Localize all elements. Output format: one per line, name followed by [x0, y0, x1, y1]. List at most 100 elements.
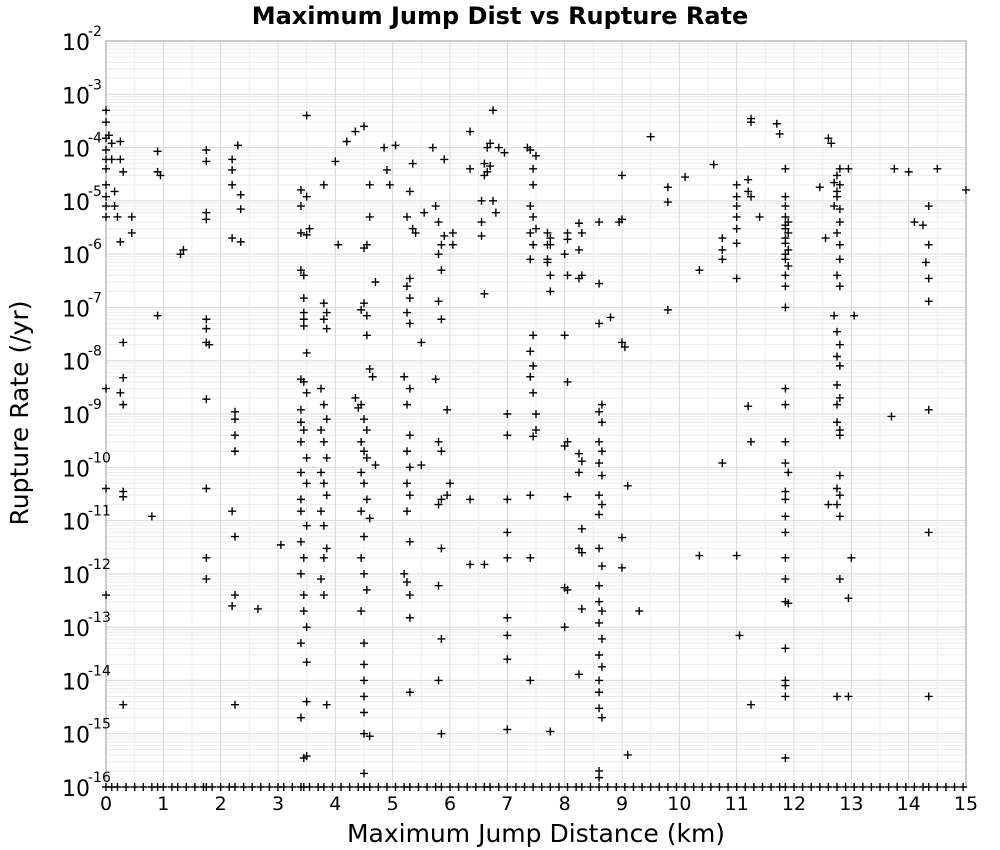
data-point [360, 769, 368, 778]
data-point [543, 255, 552, 264]
data-point [833, 381, 841, 390]
data-point [835, 218, 844, 227]
data-point [529, 331, 538, 340]
data-point [732, 212, 741, 221]
data-point [322, 544, 331, 553]
data-point [159, 783, 168, 791]
y-tick-exponent: -11 [88, 504, 111, 520]
data-point [841, 783, 850, 791]
data-point [405, 294, 414, 303]
data-point [924, 692, 933, 701]
data-point [368, 372, 377, 381]
data-point [747, 192, 755, 201]
data-point [597, 562, 606, 571]
data-point [577, 524, 586, 533]
data-point [595, 581, 604, 590]
data-point [202, 146, 211, 155]
data-point [554, 783, 563, 791]
y-tick-exponent: -13 [88, 610, 111, 626]
data-point [595, 704, 604, 713]
data-point [371, 461, 380, 470]
data-point [357, 468, 366, 477]
data-point [835, 255, 844, 264]
data-point [434, 297, 443, 306]
data-point [532, 410, 540, 418]
data-point [597, 713, 606, 722]
data-point [563, 437, 572, 446]
data-point [732, 202, 741, 211]
data-point [228, 180, 237, 189]
data-point [357, 553, 366, 562]
data-point [302, 453, 311, 462]
data-point [815, 783, 824, 791]
data-point [833, 418, 841, 427]
data-point [443, 491, 452, 500]
data-point [732, 783, 741, 791]
data-point [597, 400, 606, 409]
y-tick-label: 10-3 [62, 77, 102, 109]
data-point [434, 437, 443, 446]
data-point [503, 613, 512, 622]
data-point [437, 729, 446, 738]
data-point [663, 183, 672, 192]
data-point [835, 180, 844, 189]
data-point [385, 180, 394, 189]
data-point [202, 575, 211, 584]
y-tick-exponent: -12 [88, 557, 111, 573]
data-point [595, 510, 604, 519]
data-point [790, 783, 798, 791]
data-point [231, 532, 239, 541]
data-point [529, 212, 538, 221]
data-point [360, 299, 368, 308]
data-point [681, 173, 690, 182]
data-point [890, 164, 899, 173]
data-point [319, 591, 328, 600]
data-point [403, 212, 411, 221]
data-point [563, 377, 572, 386]
data-point [471, 783, 480, 791]
data-point [835, 340, 844, 349]
data-point [208, 783, 217, 791]
data-point [526, 202, 535, 211]
data-point [784, 228, 793, 237]
data-point [835, 491, 844, 500]
data-point [718, 459, 727, 468]
data-point [102, 146, 110, 155]
y-tick-label: 10-12 [62, 557, 111, 589]
data-point [924, 274, 933, 283]
data-point [228, 155, 237, 164]
data-point [443, 405, 452, 414]
data-point [732, 180, 741, 189]
data-point [735, 631, 744, 640]
data-point [345, 783, 354, 791]
data-point [357, 305, 366, 314]
data-point [102, 106, 110, 115]
data-point [560, 583, 569, 592]
data-point [305, 224, 314, 233]
data-point [302, 658, 311, 667]
data-point [715, 783, 724, 791]
data-point [113, 212, 122, 221]
data-point [950, 783, 959, 791]
data-point [173, 783, 182, 791]
data-point [618, 338, 626, 347]
data-point [405, 274, 414, 283]
data-point [784, 599, 793, 608]
data-point [302, 623, 311, 632]
y-tick-base: 10 [62, 297, 90, 322]
data-point [635, 607, 644, 616]
x-tick-label: 4 [329, 793, 341, 815]
data-point [236, 205, 245, 214]
data-point [102, 212, 110, 221]
data-point [322, 700, 331, 709]
data-point [546, 727, 555, 736]
data-point [408, 224, 417, 233]
data-point [299, 553, 308, 562]
data-point [503, 495, 512, 504]
y-tick-base: 10 [62, 617, 90, 642]
data-point [486, 162, 495, 171]
data-point [256, 783, 265, 791]
y-tick-exponent: -7 [88, 290, 102, 306]
data-point [403, 578, 411, 587]
data-point [322, 415, 331, 424]
